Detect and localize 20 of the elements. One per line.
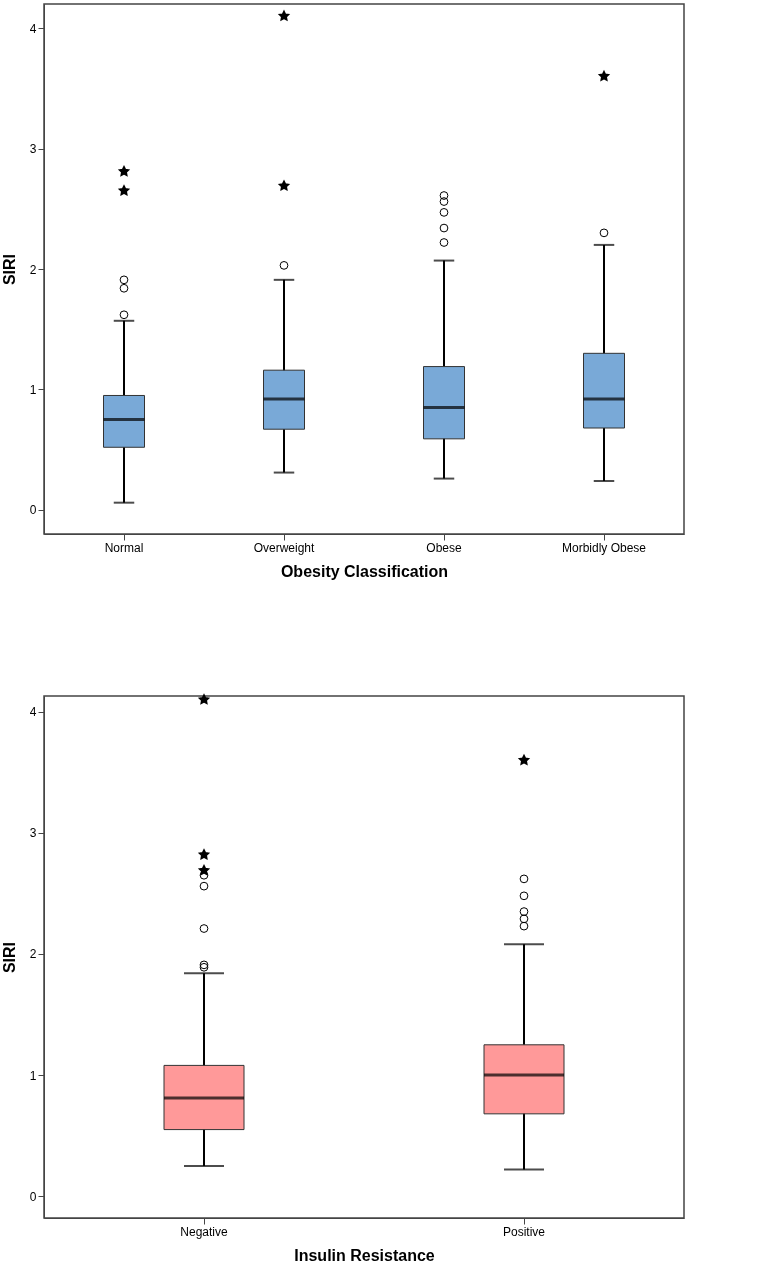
y-tick-label: 0 (29, 503, 37, 518)
y-axis-title: SIRI (0, 253, 18, 286)
x-tick-label: Normal (104, 540, 144, 555)
y-tick-label: 3 (29, 826, 37, 841)
y-tick-label: 4 (29, 705, 37, 720)
x-tick-label: Negative (180, 1224, 228, 1239)
y-tick-label: 2 (29, 947, 37, 962)
x-tick-label: Morbidly Obese (561, 540, 647, 555)
y-tick-label: 1 (29, 382, 37, 397)
y-axis-title: SIRI (0, 941, 18, 974)
x-tick-label: Positive (502, 1224, 546, 1239)
x-axis-title: Insulin Resistance (294, 1246, 435, 1264)
x-tick-label: Obese (426, 540, 462, 555)
x-tick-label: Overweight (253, 540, 316, 555)
y-tick-label: 4 (29, 21, 37, 36)
y-tick-label: 2 (29, 262, 37, 277)
y-tick-label: 3 (29, 142, 37, 157)
y-tick-label: 0 (29, 1189, 37, 1204)
y-tick-label: 1 (29, 1068, 37, 1083)
x-axis-title: Obesity Classification (280, 562, 449, 580)
